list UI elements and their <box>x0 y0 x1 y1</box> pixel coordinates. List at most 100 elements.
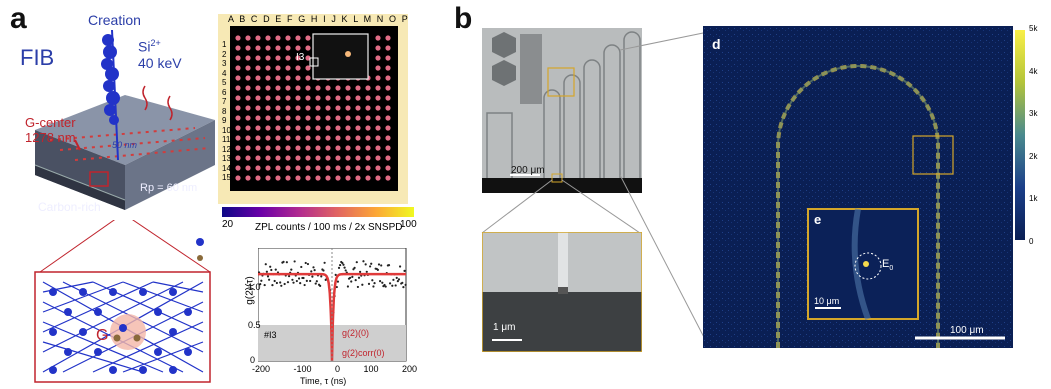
g2-point <box>293 260 296 263</box>
map-spot <box>345 115 351 121</box>
g2-point <box>351 275 354 278</box>
map-spot <box>295 65 301 71</box>
g2-point <box>285 261 288 264</box>
map-spot <box>285 125 291 131</box>
g2-point <box>380 264 383 267</box>
map-spot <box>375 45 381 51</box>
g2-point <box>280 284 283 287</box>
map-spot <box>375 105 381 111</box>
map-spot <box>305 55 311 61</box>
map-spot <box>275 95 281 101</box>
spacing-label: 50 nm <box>112 140 138 150</box>
map-spot <box>285 175 291 181</box>
map-spot <box>365 85 371 91</box>
g2-point <box>369 265 372 268</box>
map-spot <box>235 115 241 121</box>
g2-point <box>266 275 270 278</box>
g2-point <box>279 281 282 284</box>
map-spot <box>355 105 361 111</box>
map-spot <box>275 105 281 111</box>
map-spot <box>255 45 261 51</box>
g2-annot-2: g(2)corr(0) <box>342 348 385 358</box>
map-spot <box>235 165 241 171</box>
zoom-lines-d <box>620 31 709 346</box>
g2-point <box>350 280 353 283</box>
g2-ytick-3: 0 <box>250 355 256 365</box>
map-spot <box>305 65 311 71</box>
map-spot <box>385 145 391 151</box>
map-spot <box>375 115 381 121</box>
g2-point <box>311 275 314 278</box>
map-spot <box>235 125 241 131</box>
g2-point <box>335 285 338 289</box>
map-spot <box>295 45 301 51</box>
map-spot <box>235 135 241 141</box>
g2-point <box>353 266 356 269</box>
map-spot <box>315 85 321 91</box>
map-spot <box>275 75 281 81</box>
scan-d-scalebar: 100 μm <box>950 325 984 336</box>
map-spot <box>315 165 321 171</box>
map-spot <box>375 145 381 151</box>
map-spot <box>305 95 311 101</box>
map-spot <box>245 135 251 141</box>
map-columns: A B C D E F G H I J K L M N O P <box>228 14 410 24</box>
map-spot <box>275 55 281 61</box>
g2-point <box>312 266 315 269</box>
g2-point <box>402 285 405 289</box>
map-spot <box>315 95 321 101</box>
colorbar-min: 20 <box>222 219 234 230</box>
map-spot <box>335 175 341 181</box>
map-spot <box>315 105 321 111</box>
map-spot <box>295 85 301 91</box>
g2-point <box>359 270 362 273</box>
map-spot <box>295 115 301 121</box>
map-spot <box>345 155 351 161</box>
map-spot <box>375 165 381 171</box>
map-spot <box>235 75 241 81</box>
map-spot <box>325 145 331 151</box>
panel-label-d: d <box>712 36 721 52</box>
map-spot <box>285 45 291 51</box>
g2-point <box>290 268 293 271</box>
g2-point <box>334 273 337 276</box>
map-spot <box>295 155 301 161</box>
g2-point <box>395 276 398 279</box>
g-center-label: G-center <box>25 115 76 130</box>
map-spot <box>355 145 361 151</box>
map-spot <box>305 85 311 91</box>
map-spot <box>325 125 331 131</box>
sem-image <box>482 232 642 352</box>
map-spot <box>365 105 371 111</box>
map-spot <box>255 125 261 131</box>
map-spot <box>375 55 381 61</box>
map-spot <box>365 115 371 121</box>
map-spot <box>275 85 281 91</box>
map-spot <box>305 135 311 141</box>
map-spot <box>335 85 341 91</box>
map-spot <box>275 135 281 141</box>
g2-point <box>295 279 298 283</box>
map-spot <box>325 155 331 161</box>
panel-label-e: e <box>814 212 822 227</box>
map-spot <box>345 105 351 111</box>
map-spot <box>255 55 261 61</box>
map-spot <box>265 155 271 161</box>
map-spot <box>235 105 241 111</box>
map-spot <box>255 85 261 91</box>
g2-point <box>319 284 322 288</box>
map-spot <box>345 95 351 101</box>
g2-point <box>263 283 266 287</box>
g2-point <box>260 279 263 282</box>
map-spot <box>335 105 341 111</box>
g2-point <box>362 260 365 263</box>
g2-xlabel: Time, τ (ns) <box>300 376 347 386</box>
map-spot <box>295 175 301 181</box>
map-spot <box>235 85 241 91</box>
g2-plot <box>258 248 407 362</box>
map-spot <box>245 55 251 61</box>
g2-point <box>299 282 302 285</box>
map-spot <box>235 175 241 181</box>
map-spot <box>365 135 371 141</box>
g2-point <box>355 261 358 264</box>
